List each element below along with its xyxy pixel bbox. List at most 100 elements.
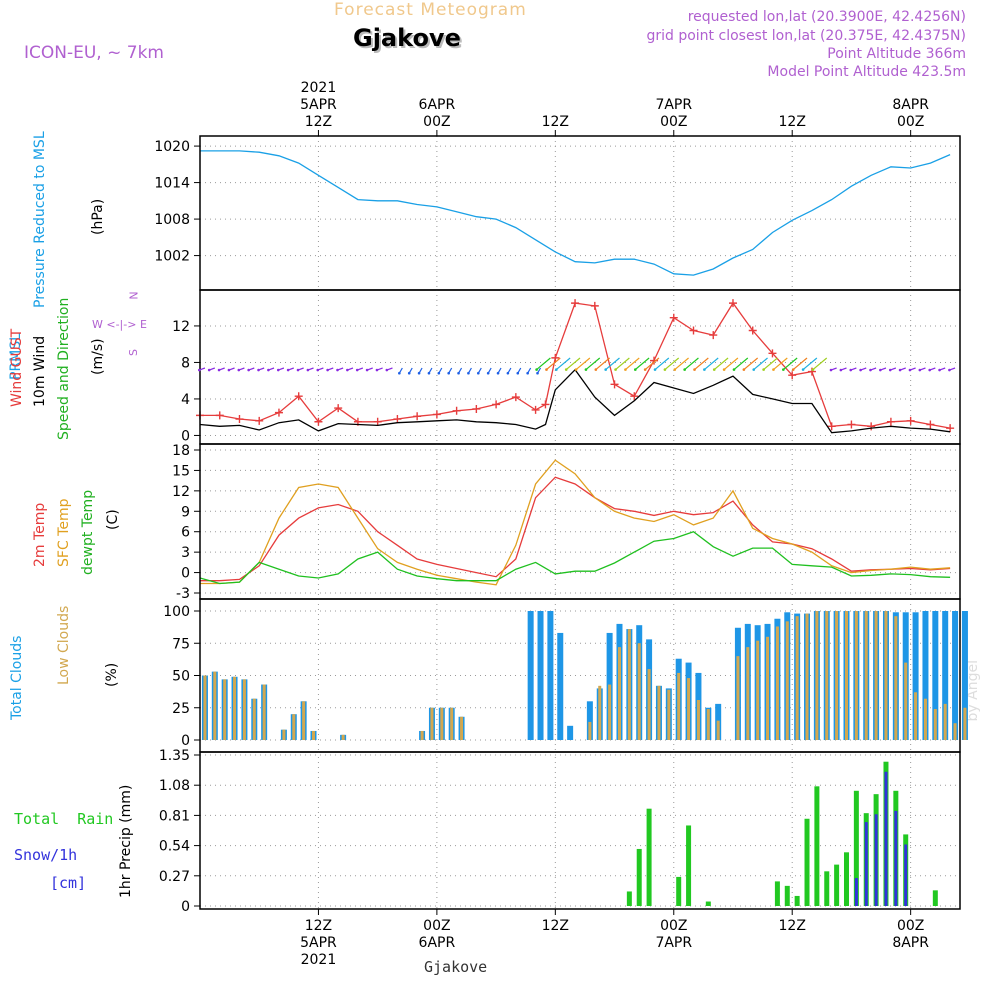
top-time-label: 00Z (897, 114, 924, 130)
clouds-bar-secondary (953, 723, 957, 740)
gust-marker (630, 392, 639, 401)
gust-marker (768, 349, 777, 358)
bottom-time-label: 7APR (655, 935, 692, 951)
precip-bar (843, 852, 849, 906)
clouds-bar-secondary (450, 707, 454, 740)
clouds-bar-secondary (292, 714, 296, 740)
wind-arrow-head (467, 371, 470, 375)
pressure-panel: 1002 1008 1014 1020 (154, 135, 961, 291)
wind-arrow (615, 357, 630, 371)
wind-arrow (753, 357, 768, 371)
clouds-bar-secondary (696, 700, 700, 740)
wind-arrow-head (486, 371, 490, 375)
wind-arrow-head (879, 368, 882, 372)
bottom-time-label: 00Z (423, 918, 450, 934)
clouds-ytick-label: 100 (163, 604, 190, 620)
wind-arrow-head (614, 368, 617, 371)
clouds-bar-secondary (884, 611, 888, 740)
snow-label: Snow/1h (14, 846, 78, 864)
wind-arrow-head (624, 368, 627, 371)
pressure-frame (199, 135, 961, 291)
wind-arrow-head (703, 368, 706, 371)
clouds-bar-secondary (775, 626, 779, 740)
precip-label: Total Rain Snow/1h [cm] 1hr Precip (mm) (0, 750, 150, 910)
clouds-bar (586, 701, 593, 740)
model-altitude: Model Point Altitude 423.5m (767, 64, 966, 80)
snow-unit-label: [cm] (50, 874, 87, 892)
clouds-bar-secondary (242, 679, 246, 740)
clouds-bar-secondary (687, 678, 691, 740)
wind-arrow-head (276, 368, 280, 372)
clouds-bar (932, 611, 939, 740)
clouds-bar-secondary (746, 647, 750, 740)
wind-arrow (546, 357, 561, 371)
wind-arrow (654, 357, 670, 371)
clouds-bar-secondary (815, 611, 819, 740)
wind-arrow-head (772, 368, 775, 371)
gust-marker (314, 417, 323, 426)
pressure-ytick-label: 1008 (154, 212, 190, 228)
wind-arrow-head (643, 368, 647, 371)
gust-marker (373, 417, 382, 426)
wind-arrow-head (545, 368, 548, 371)
wind-arrow-head (849, 368, 853, 372)
clouds-bar-secondary (864, 611, 868, 740)
wind-arrow-head (427, 371, 431, 375)
model-name: ICON-EU, ~ 7km (24, 43, 164, 63)
gust-marker (255, 416, 264, 425)
clouds-bar-secondary (262, 684, 266, 740)
wind-arrow-head (801, 368, 805, 371)
requested-point: requested lon,lat (20.3900E, 42.4256N) (687, 9, 966, 25)
wind-arrow (605, 357, 620, 371)
clouds-bar-secondary (233, 676, 237, 740)
wind-arrow-head (908, 368, 912, 372)
precip-bar (774, 881, 780, 906)
top-time-label: 6APR (419, 97, 456, 113)
wind-ytick-label: 0 (181, 428, 190, 444)
wind-series-line (199, 368, 951, 434)
gust-marker (492, 400, 501, 409)
wind-arrow-head (346, 368, 349, 372)
wind-ytick-label: 8 (181, 355, 190, 371)
clouds-bar-secondary (736, 656, 740, 740)
precip-bar-secondary (894, 810, 898, 906)
wind-arrow-head (336, 368, 339, 372)
clouds-bar (952, 611, 959, 740)
location-title: Gjakove (353, 24, 461, 52)
bottom-time-label: 2021 (301, 952, 337, 968)
clouds-bar-secondary (588, 721, 592, 740)
gust-marker (689, 326, 698, 335)
wind-arrow (674, 357, 689, 371)
precip-ytick-label: 1.08 (159, 778, 190, 794)
gust-marker (541, 400, 550, 409)
clouds-ytick-label: 50 (172, 669, 190, 685)
wind-arrow-head (217, 368, 221, 372)
wind-arrow-head (385, 368, 389, 372)
compass-we-label: W <-|-> E (92, 318, 147, 331)
wind-arrow-head (898, 368, 902, 372)
clouds-bar-secondary (203, 675, 207, 740)
top-time-label: 00Z (423, 114, 450, 130)
wind-arrow-head (267, 368, 270, 372)
wind-arrow-head (207, 368, 211, 372)
gust-marker (274, 408, 283, 417)
gust-marker (728, 299, 737, 308)
precip-bar-secondary (854, 878, 858, 906)
pressure-series-line (200, 150, 951, 276)
clouds-bar-secondary (914, 692, 918, 740)
precip-bar (853, 790, 859, 906)
precip-bar-secondary (904, 844, 908, 906)
temperature-frame (199, 443, 961, 600)
wind-arrow-head (257, 368, 260, 372)
clouds-bar-secondary (825, 611, 829, 740)
wind-arrow-head (476, 371, 480, 375)
gust-marker (827, 422, 836, 431)
clouds-bar-secondary (460, 716, 464, 740)
clouds-bar-secondary (341, 734, 345, 740)
wind-arrow-head (673, 368, 677, 371)
wind-arrow (723, 357, 739, 371)
bottom-time-label: 12Z (305, 918, 332, 934)
clouds-bar-secondary (302, 701, 306, 740)
wind-direction-arrows (197, 357, 956, 375)
